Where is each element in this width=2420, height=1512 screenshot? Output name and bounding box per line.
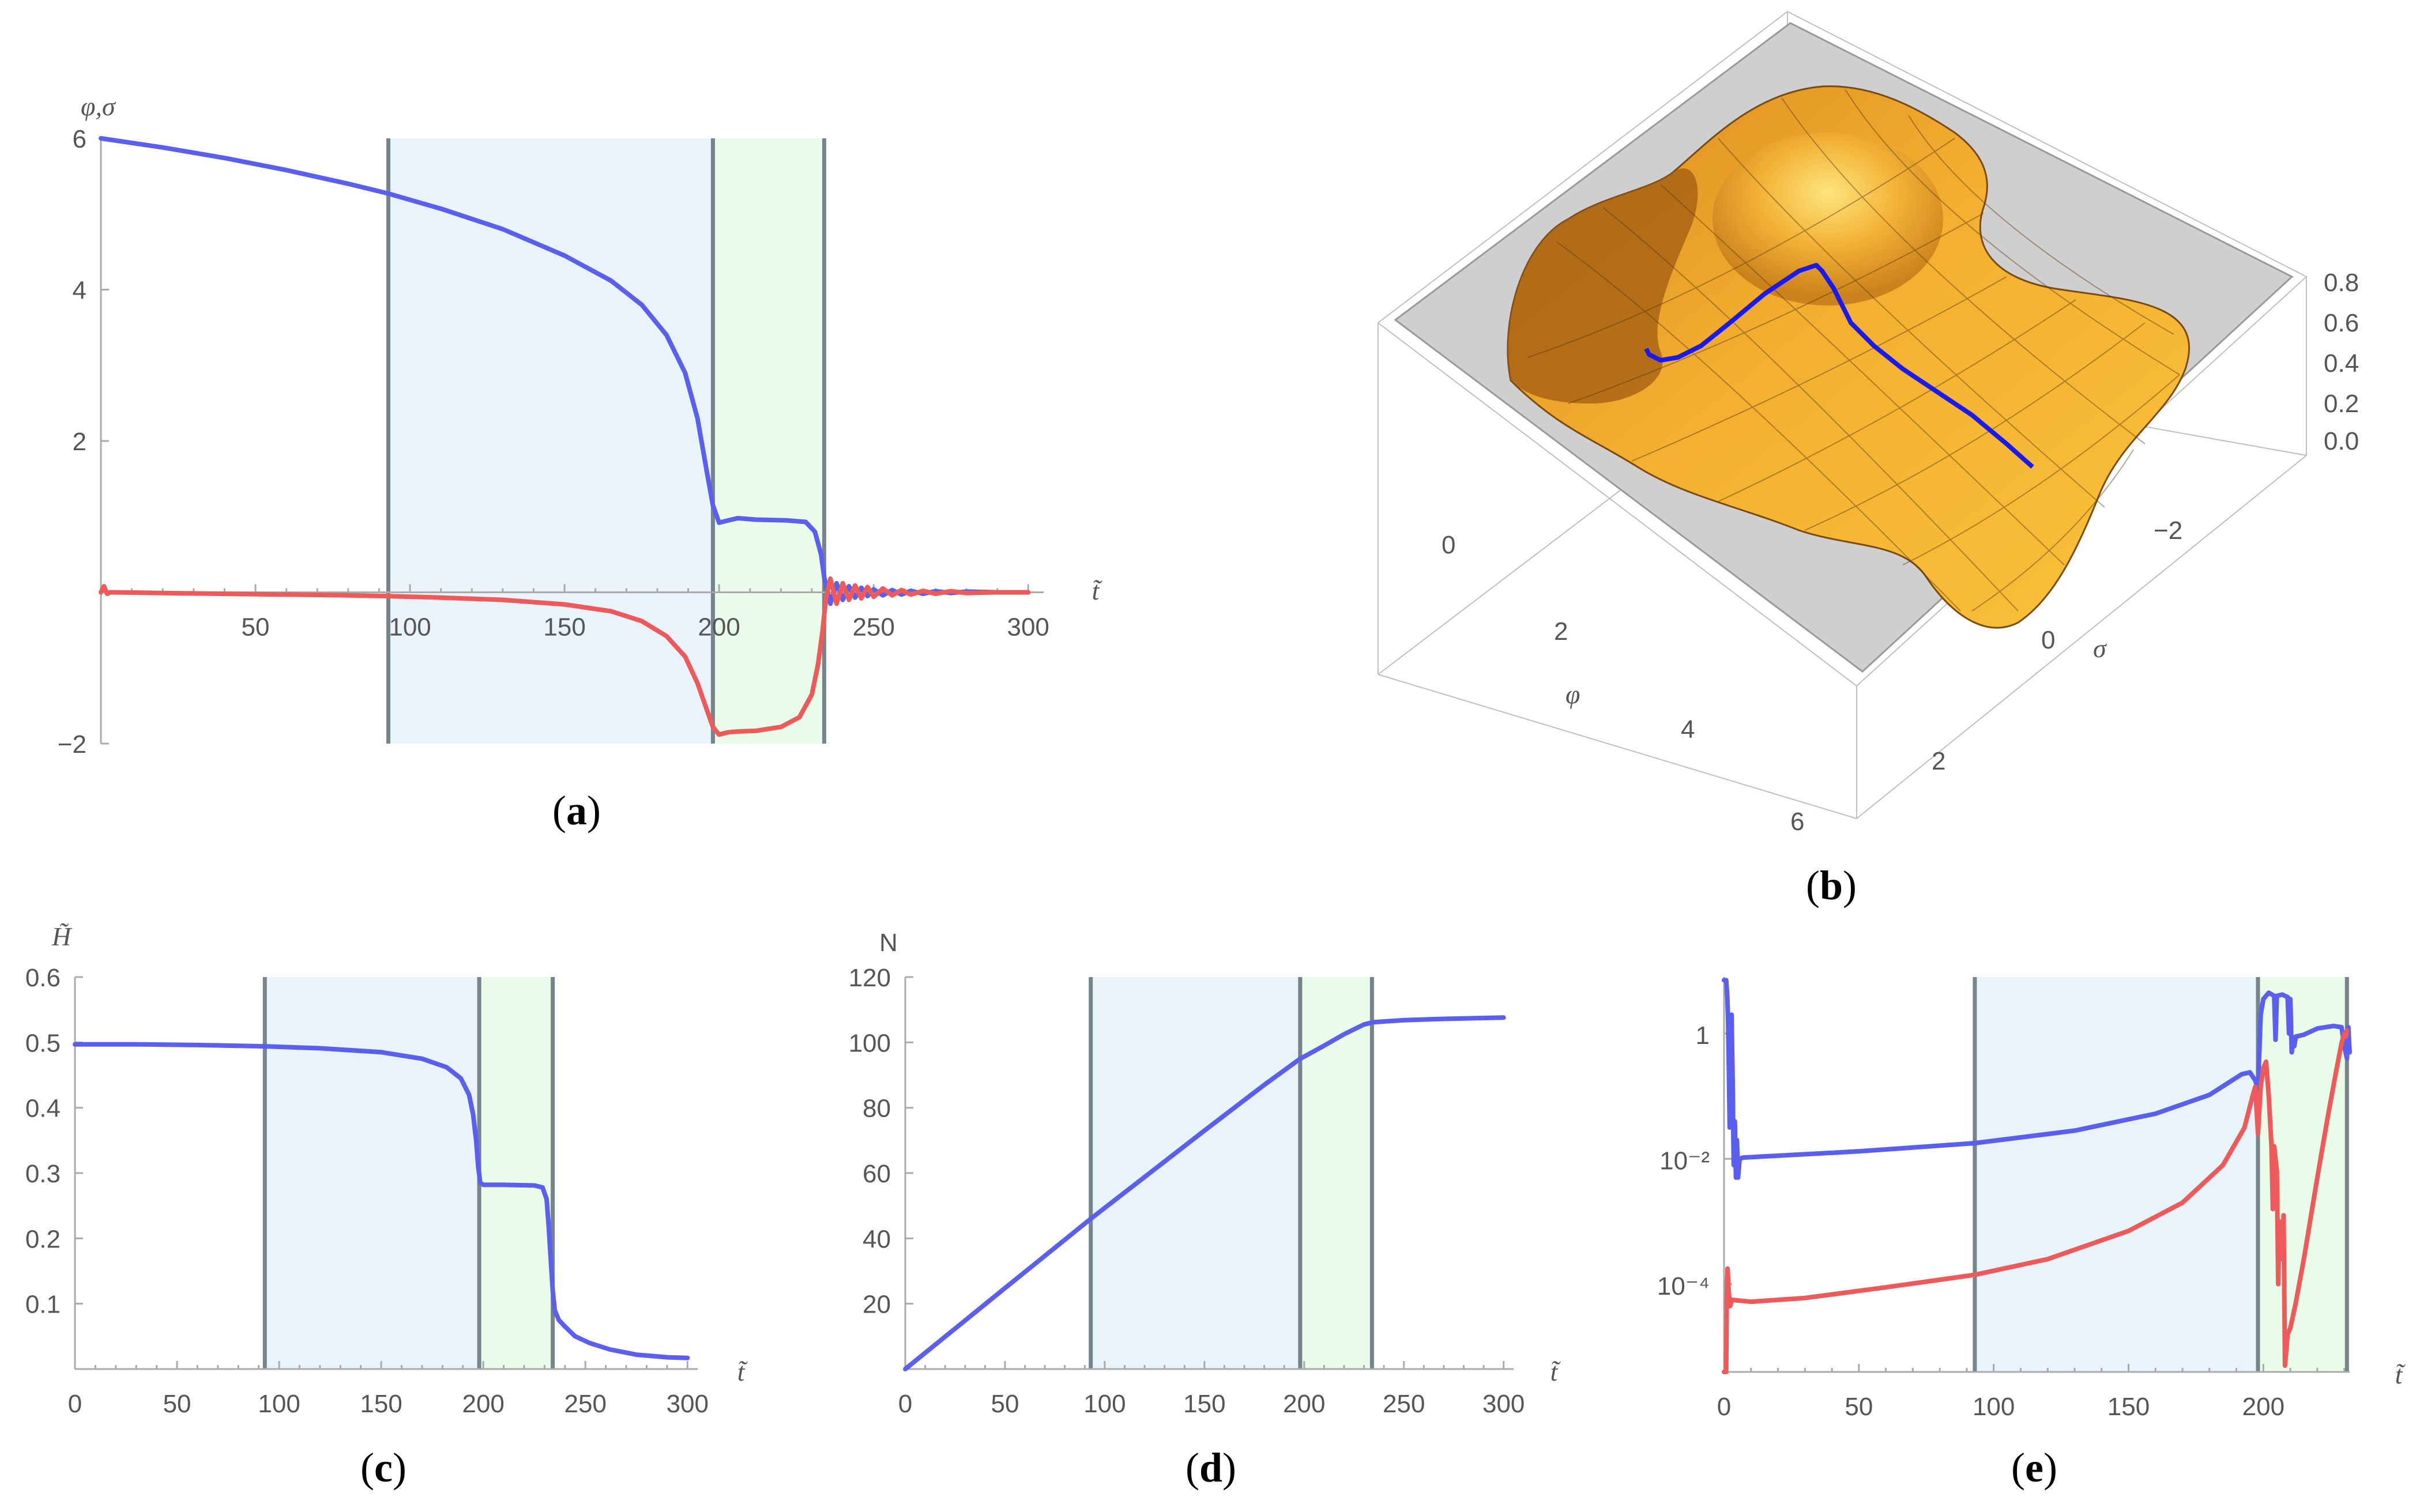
series-line-blue: [99, 136, 1031, 606]
y-tick-label: 10⁻⁴: [1657, 1272, 1710, 1300]
field-trajectory: [1644, 263, 2034, 469]
x-tick-label: 200: [2242, 1393, 2284, 1421]
caption-e: (e): [2011, 1445, 2057, 1491]
z-tick: 0.6: [2324, 309, 2359, 337]
y-tick-label: 80: [863, 1095, 891, 1123]
series-line-blue: [73, 1042, 690, 1360]
x-tick-label: 250: [564, 1390, 607, 1418]
x-axis-label: t̃: [1550, 1357, 1561, 1386]
sigma-tick: −2: [2154, 516, 2182, 545]
caption-c-letter: c: [374, 1445, 393, 1491]
y-tick-label: 0.4: [25, 1095, 61, 1123]
caption-d-letter: d: [1199, 1445, 1222, 1491]
shaded-region-blue: [265, 977, 480, 1369]
x-axis-label: t̃: [2395, 1360, 2406, 1389]
series-line-red: [99, 576, 1031, 737]
x-tick-label: 0: [1717, 1393, 1731, 1421]
y-tick-label: 20: [863, 1291, 891, 1319]
y-tick-label: 1: [1696, 1021, 1710, 1050]
y-tick-label: 0.6: [25, 964, 61, 992]
caption-a: (a): [552, 787, 601, 834]
panel-b: 0.8 0.6 0.4 0.2 0.0 0 2 4 6 φ −2 0 2 σ (…: [1377, 10, 2359, 908]
phi-tick: 0: [1442, 531, 1455, 559]
surface-box-edge: [1856, 455, 2307, 819]
x-tick-label: 150: [360, 1390, 402, 1418]
y-tick-label: 0.2: [25, 1225, 61, 1253]
x-tick-label: 50: [242, 613, 270, 642]
caption-c: (c): [360, 1445, 407, 1491]
sigma-tick: 2: [1932, 747, 1945, 775]
series-line-blue: [903, 1015, 1506, 1371]
y-tick-label: 6: [73, 125, 86, 153]
shaded-region-blue: [1090, 977, 1300, 1369]
x-tick-label: 250: [1383, 1390, 1425, 1418]
caption-b-letter: b: [1820, 862, 1843, 908]
z-tick: 0.8: [2324, 269, 2359, 297]
series-line-blue: [1722, 978, 2352, 1180]
y-tick-label: 120: [849, 964, 891, 992]
y-tick-label: −2: [58, 730, 86, 759]
phi-tick: 6: [1790, 808, 1804, 836]
shaded-region-green: [1300, 977, 1372, 1369]
y-tick-label: 60: [863, 1160, 891, 1188]
x-tick-label: 50: [163, 1390, 191, 1418]
x-tick-label: 50: [1845, 1393, 1873, 1421]
sigma-axis-label: σ: [2093, 634, 2107, 663]
x-tick-label: 100: [389, 613, 431, 642]
y-tick-label: 40: [863, 1225, 891, 1253]
panel-d: 0 50 100 150 200 250 300 120 100 80 60 40 20 Nt̃ (d): [849, 929, 1561, 1491]
y-tick-label: 100: [849, 1029, 891, 1057]
phi-tick: 4: [1681, 715, 1695, 744]
panel-a: 50 100 150 200 250 300 6 4 2 −2 φ,σ t̃ (a): [58, 92, 1103, 834]
x-tick-label: 150: [1183, 1390, 1225, 1418]
y-axis-label: H̃: [51, 922, 73, 951]
x-tick-label: 200: [1283, 1390, 1325, 1418]
x-tick-label: 200: [462, 1390, 504, 1418]
y-tick-label: 0.1: [25, 1291, 61, 1319]
y-axis-label: N: [879, 929, 898, 957]
surface-mesh: [1527, 89, 2180, 612]
z-tick: 0.0: [2324, 427, 2359, 455]
series-line-red: [1722, 1028, 2350, 1374]
phi-tick: 2: [1554, 617, 1568, 646]
x-axis-label: t̃: [1092, 576, 1103, 605]
y-tick-label: 2: [73, 428, 86, 456]
panel-c: 0 50 100 150 200 250 300 0.6 0.5 0.4 0.3 0.2 0.1 H̃ t̃…: [25, 922, 748, 1491]
sigma-tick: 0: [2041, 626, 2055, 654]
x-tick-label: 0: [898, 1390, 912, 1418]
potential-hill: [1713, 133, 1943, 306]
z-tick: 0.4: [2324, 349, 2359, 378]
x-tick-label: 150: [2107, 1393, 2150, 1421]
surface-box-edge: [1378, 674, 1857, 819]
y-tick-label: 10⁻²: [1659, 1147, 1710, 1175]
x-tick-label: 150: [543, 613, 585, 642]
y-tick-label: 4: [73, 277, 86, 305]
x-tick-label: 300: [667, 1390, 709, 1418]
caption-a-letter: a: [566, 787, 587, 834]
y-tick-label: 0.5: [25, 1029, 61, 1057]
potential-well: [1507, 168, 1698, 404]
caption-e-letter: e: [2025, 1445, 2043, 1491]
x-tick-label: 300: [1482, 1390, 1525, 1418]
x-tick-label: 100: [1083, 1390, 1126, 1418]
x-tick-label: 100: [258, 1390, 300, 1418]
shaded-region-green: [713, 138, 825, 744]
caption-d: (d): [1185, 1445, 1236, 1491]
x-tick-label: 200: [698, 613, 740, 642]
x-tick-label: 250: [852, 613, 894, 642]
phi-axis-label: φ: [1565, 680, 1580, 709]
y-axis-label: φ,σ: [81, 92, 116, 121]
shaded-region-blue: [388, 138, 713, 744]
panel-e: 0 50 100 150 200 1 10⁻² 10⁻⁴ t̃ (e): [1657, 977, 2406, 1491]
x-axis-label: t̃: [737, 1357, 748, 1386]
x-tick-label: 0: [68, 1390, 82, 1418]
x-tick-label: 300: [1007, 613, 1049, 642]
x-tick-label: 100: [1973, 1393, 2015, 1421]
caption-b: (b): [1806, 862, 1857, 908]
z-tick: 0.2: [2324, 390, 2359, 418]
shaded-region-green: [479, 977, 553, 1369]
x-tick-label: 50: [991, 1390, 1019, 1418]
y-tick-label: 0.3: [25, 1160, 61, 1188]
